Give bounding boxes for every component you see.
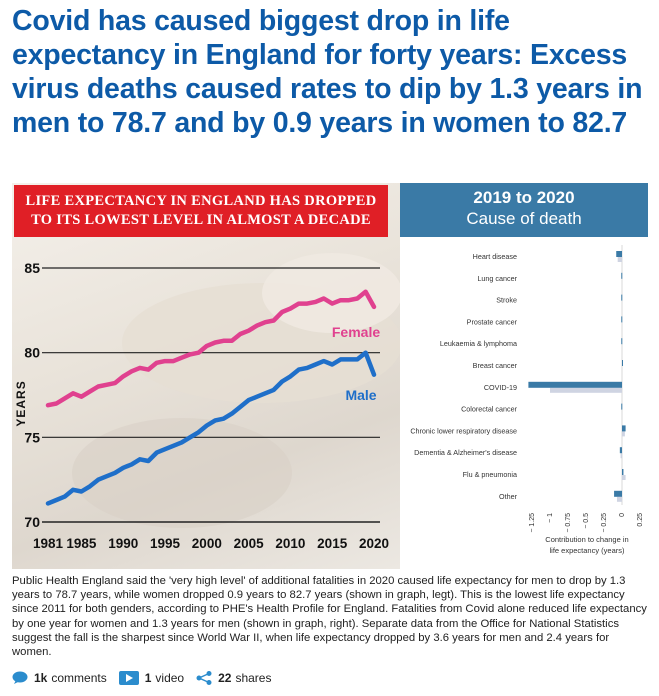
- bar-2019: [622, 475, 626, 480]
- y-tick-label: 70: [24, 514, 40, 530]
- bar-2020: [621, 316, 623, 323]
- bar-2020: [622, 360, 623, 366]
- bar-x-axis-label-line-1: Contribution to change in: [545, 535, 628, 544]
- bar-2020: [528, 381, 622, 388]
- bar-2020: [621, 338, 623, 345]
- chart-title-line-1: LIFE EXPECTANCY IN ENGLAND HAS DROPPED: [25, 193, 377, 209]
- x-tick-label: 1995: [150, 536, 181, 551]
- chart-title-banner: LIFE EXPECTANCY IN ENGLAND HAS DROPPED T…: [14, 185, 388, 237]
- category-label: Prostate cancer: [467, 317, 518, 326]
- life-expectancy-panel: LIFE EXPECTANCY IN ENGLAND HAS DROPPED T…: [12, 183, 400, 569]
- category-label: COVID-19: [484, 383, 517, 392]
- y-tick-label: 85: [24, 260, 40, 276]
- bar-chart-subtitle: Cause of death: [466, 209, 582, 228]
- infographic: LIFE EXPECTANCY IN ENGLAND HAS DROPPED T…: [12, 183, 648, 569]
- y-axis-label: YEARS: [14, 380, 28, 426]
- article-headline: Covid has caused biggest drop in life ex…: [12, 5, 643, 139]
- speech-bubble-icon: [12, 671, 28, 684]
- x-tick-label: 0: [619, 513, 626, 517]
- x-tick-label: − 0.5: [583, 513, 590, 529]
- bar-2019: [550, 387, 622, 393]
- video-label: video: [155, 671, 185, 685]
- comments-link[interactable]: 1k comments: [12, 671, 107, 685]
- x-tick-label: 2020: [359, 536, 389, 551]
- category-label: Chronic lower respiratory disease: [410, 426, 517, 435]
- bar-2019: [620, 453, 622, 459]
- bar-2020: [616, 251, 622, 257]
- category-label: Colorectal cancer: [461, 405, 518, 414]
- bar-x-axis-label-line-2: life expectancy (years): [549, 546, 625, 555]
- play-icon: [118, 671, 139, 685]
- x-tick-label: − 0.25: [601, 513, 608, 533]
- bar-2020: [622, 469, 624, 475]
- male-series-line: [45, 350, 377, 506]
- female-series-line: [45, 289, 377, 408]
- category-label: Lung cancer: [477, 274, 517, 283]
- x-tick-label: 1981: [33, 536, 64, 551]
- cause-of-death-banner: 2019 to 2020 Cause of death: [400, 183, 648, 237]
- social-bar: 1k comments 1 video 22 shares: [12, 669, 652, 687]
- share-icon: [196, 671, 212, 685]
- background-photo-shapes: [72, 253, 400, 528]
- x-tick-label: − 1: [547, 513, 554, 523]
- comments-label: comments: [51, 671, 107, 685]
- video-count: 1: [144, 671, 152, 685]
- category-label: Flu & pneumonia: [463, 470, 517, 479]
- y-tick-label: 75: [24, 429, 40, 445]
- x-tick-label: 1990: [108, 536, 138, 551]
- x-tick-label: 2010: [275, 536, 305, 551]
- video-link[interactable]: 1 video: [118, 671, 185, 685]
- shares-label: shares: [235, 671, 272, 685]
- category-label: Stroke: [496, 296, 517, 305]
- cause-of-death-bar-chart: Heart disease Lung cancer Stroke Prostate c…: [410, 245, 644, 555]
- bar-2020: [621, 272, 623, 279]
- bar-2020: [621, 403, 623, 410]
- category-label: Leukaemia & lymphoma: [440, 339, 517, 348]
- shares-count: 22: [218, 671, 232, 685]
- female-legend-label: Female: [332, 324, 380, 340]
- chart-title-line-2: TO ITS LOWEST LEVEL IN ALMOST A DECADE: [31, 212, 371, 228]
- x-tick-label: 2005: [234, 536, 265, 551]
- bar-2019: [617, 257, 622, 262]
- cause-of-death-panel: 2019 to 2020 Cause of death Heart diseas…: [400, 183, 648, 569]
- x-tick-label: 0.25: [637, 513, 644, 527]
- shares-link[interactable]: 22 shares: [196, 671, 271, 685]
- x-tick-label: 2000: [192, 536, 222, 551]
- bar-2020: [621, 294, 623, 301]
- x-tick-label: − 1.25: [529, 513, 536, 533]
- category-label: Dementia & Alzheimer's disease: [414, 448, 517, 457]
- comments-count: 1k: [34, 671, 48, 685]
- bar-2020: [619, 447, 622, 454]
- bar-2020: [622, 425, 626, 432]
- x-tick-label: 2015: [317, 536, 348, 551]
- bar-2019: [622, 431, 625, 437]
- life-expectancy-line-chart: 70 75 80 85 1981 1985 1990 1995 2000 2005 2010 2015…: [14, 260, 389, 551]
- bar-chart-title: 2019 to 2020: [473, 188, 575, 207]
- article-caption: Public Health England said the 'very hig…: [12, 575, 647, 659]
- category-label: Breast cancer: [473, 361, 518, 370]
- x-tick-label: − 0.75: [565, 513, 572, 533]
- male-legend-label: Male: [345, 387, 376, 403]
- category-label: Other: [499, 492, 518, 501]
- y-tick-label: 80: [24, 345, 40, 361]
- x-tick-label: 1985: [66, 536, 97, 551]
- bar-2020: [614, 490, 622, 497]
- category-label: Heart disease: [473, 252, 517, 261]
- bar-2019: [616, 496, 622, 502]
